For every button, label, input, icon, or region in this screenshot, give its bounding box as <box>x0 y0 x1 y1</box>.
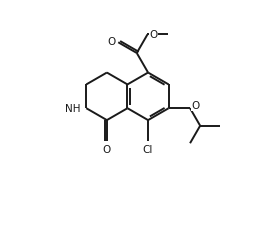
Text: O: O <box>149 30 158 40</box>
Text: O: O <box>108 37 116 47</box>
Text: O: O <box>191 101 199 111</box>
Text: NH: NH <box>65 104 81 114</box>
Text: Cl: Cl <box>143 145 153 155</box>
Text: O: O <box>103 145 111 155</box>
